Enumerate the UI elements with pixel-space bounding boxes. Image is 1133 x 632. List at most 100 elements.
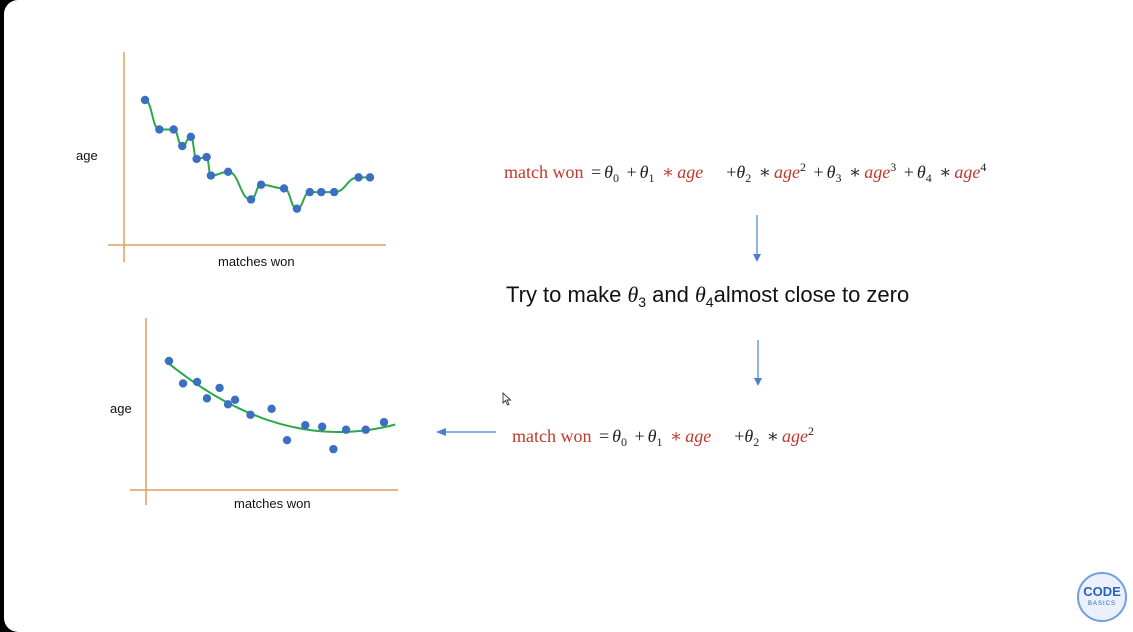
eq1-pow4: 4 [980,160,987,174]
eq1-pow3: 3 [890,160,897,174]
eq1-theta4-sub: 4 [925,171,932,185]
eq1-age4: age [954,162,981,182]
plot2-data-point [223,400,233,409]
eq2-theta0-sub: 0 [620,435,627,449]
down-arrow-2 [754,340,762,386]
eq2-theta1-sub: 1 [656,435,663,449]
equation-reduced: match won = θ0 + θ1 ∗ age +θ2 ∗ age2 [512,424,814,450]
eq1-theta3-sub: 3 [835,171,842,185]
eq1-theta4: θ [916,162,926,182]
eq1-mul4: ∗ [939,162,952,182]
eq1-mul2: ∗ [758,162,771,182]
plot1-data-point [246,195,256,204]
eq1-plus1: + [626,162,637,182]
eq1-pow2: 2 [799,160,806,174]
plot1-data-point [192,154,201,164]
eq2-mul1: ∗ [669,426,683,446]
plot2-data-point [178,379,188,388]
eq2-age2: age [781,426,808,446]
plot2-data-point [192,377,202,387]
try-prefix: Try to make [506,282,628,307]
plot1-data-point [365,173,375,182]
eq2-equals: = [598,426,610,446]
plot2-data-point [361,425,370,434]
eq1-theta3: θ [826,162,836,182]
eq1-theta0-sub: 0 [612,171,619,185]
eq2-theta2: θ [744,426,754,446]
plot1-ylabel: age [76,148,98,163]
plot1-points-group [140,95,375,213]
eq1-age2: age [773,162,800,182]
plot1-data-point [256,180,266,189]
eq1-theta1-sub: 1 [648,171,655,185]
plot2-points-group [164,356,389,454]
plot2-data-point [341,425,351,434]
codebasics-logo: CODE BASICS [1077,572,1127,622]
mouse-cursor-icon [502,392,512,406]
try-theta4-sub: 4 [705,294,714,310]
eq1-theta2-sub: 2 [745,171,752,185]
eq2-theta1: θ [647,426,657,446]
eq1-plus4: + [903,162,914,182]
eq1-plus3: + [813,162,824,182]
eq1-lhs: match won [504,162,584,182]
plot1-data-point [202,152,211,162]
instruction-text: Try to make θ3 and θ4almost close to zer… [506,282,909,310]
eq1-theta0: θ [604,162,613,182]
plot1-data-point [292,204,302,213]
try-suffix: almost close to zero [713,282,910,307]
plot1-data-point [317,187,326,197]
plot1-data-point [169,125,178,134]
left-arrow [436,428,496,436]
eq2-theta2-sub: 2 [753,435,760,449]
try-theta3-sub: 3 [638,294,647,310]
logo-text-top: CODE [1083,584,1121,599]
plot2-data-point [301,421,310,430]
plot2-xlabel: matches won [234,496,311,511]
try-theta3: θ [627,282,639,307]
plot1-data-point [178,141,187,151]
plot2-data-point [282,435,292,445]
logo-text-bottom: BASICS [1087,601,1116,607]
eq2-age1: age [685,426,712,446]
plot2-fit-curve [164,359,396,433]
eq1-equals: = [590,162,602,182]
plot2-ylabel: age [110,401,132,416]
eq1-age3: age [864,162,891,182]
eq1-age1: age [677,162,704,182]
plot1-data-point [140,95,150,105]
plot2-data-point [267,404,276,414]
eq2-plus2: + [734,426,745,446]
plot1-data-point [279,184,289,193]
plot1-data-point [155,125,164,134]
equation-full: match won = θ0 + θ1 ∗ age +θ2 ∗ age2 + θ3 ∗ ag… [504,160,986,186]
plot2-data-point [329,444,338,454]
eq1-theta2: θ [736,162,746,182]
plot1-xlabel: matches won [218,254,295,269]
plot2-data-point [246,410,255,419]
plot2-data-point [215,383,224,393]
eq1-plus2: + [726,162,737,182]
plot2-data-point [379,418,389,427]
plot1-data-point [329,187,339,197]
eq2-pow2: 2 [807,424,814,438]
eq2-lhs: match won [512,426,592,446]
plot1-data-point [354,173,363,182]
plot1-data-point [206,171,216,180]
plot1-data-point [305,187,315,197]
eq2-theta0: θ [612,426,621,446]
slide: age matches won age matches won match wo… [4,0,1133,632]
eq1-mul3: ∗ [848,162,862,182]
eq2-mul2: ∗ [766,426,779,446]
plot2-data-point [230,395,240,405]
plot1-data-point [186,132,196,142]
plot2-data-point [164,356,174,366]
plot1-data-point [223,167,233,177]
plots-canvas: age matches won age matches won [76,52,762,511]
plot2-data-point [202,394,212,403]
eq1-mul1: ∗ [661,162,675,182]
try-theta4: θ [694,282,706,307]
eq1-theta1: θ [639,162,649,182]
plot2-curve-group [164,359,396,433]
eq2-plus1: + [634,426,645,446]
